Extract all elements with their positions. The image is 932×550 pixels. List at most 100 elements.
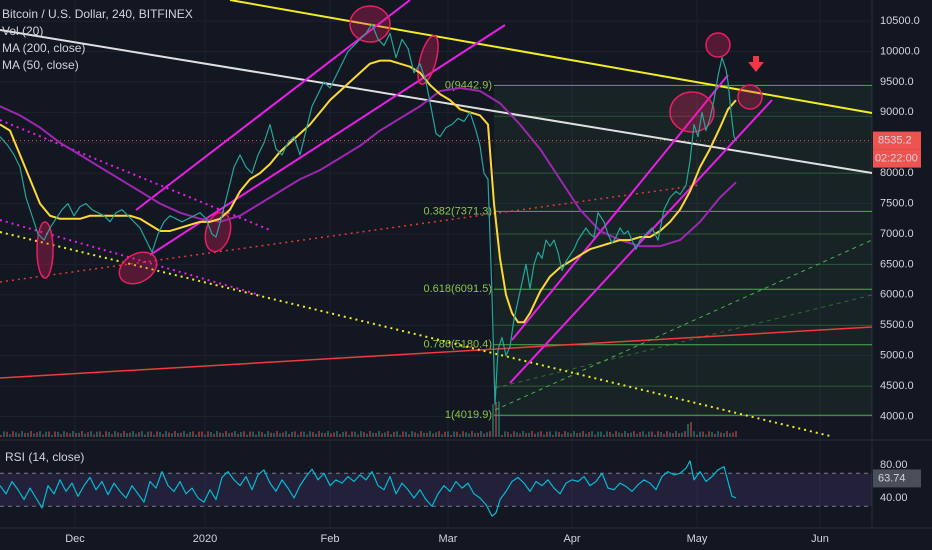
volume-bar <box>633 431 635 437</box>
volume-bar <box>681 432 683 437</box>
volume-bar <box>30 431 32 437</box>
yellow-resistance-trendline <box>229 0 873 114</box>
volume-bar <box>555 431 557 437</box>
symbol-title: Bitcoin / U.S. Dollar, 240, BITFINEX <box>2 7 193 21</box>
volume-bar <box>651 431 653 437</box>
volume-bar <box>78 432 80 437</box>
ma200-line <box>0 87 737 248</box>
volume-bar <box>618 432 620 437</box>
volume-bar <box>189 432 191 437</box>
volume-bar <box>315 433 317 437</box>
volume-bar <box>708 431 710 437</box>
volume-bar <box>477 432 479 437</box>
volume-bar <box>123 431 125 437</box>
volume-bar <box>219 432 221 437</box>
volume-bar <box>612 434 614 437</box>
volume-bar <box>129 432 131 437</box>
volume-bar <box>309 431 311 437</box>
volume-bar <box>99 431 101 437</box>
volume-bar <box>108 431 110 437</box>
volume-bar <box>414 432 416 437</box>
volume-bar <box>87 432 89 437</box>
volume-bar <box>672 433 674 437</box>
volume-bar <box>96 431 98 437</box>
volume-bar <box>363 432 365 437</box>
fib-level-label: 0.618(6091.5) <box>424 283 493 295</box>
volume-bar <box>279 433 281 437</box>
volume-bar <box>666 431 668 437</box>
volume-bar <box>42 434 44 437</box>
volume-bar <box>519 433 521 437</box>
channel-upper-left-inner <box>149 24 506 256</box>
volume-bar <box>144 434 146 437</box>
volume-bar <box>558 431 560 437</box>
volume-bar <box>330 433 332 437</box>
volume-indicator-label: Vol (20) <box>2 24 44 38</box>
volume-bar <box>24 432 26 437</box>
volume-bar <box>306 434 308 437</box>
volume-bar <box>411 431 413 437</box>
volume-bar <box>432 433 434 437</box>
volume-bar <box>324 433 326 437</box>
volume-bar <box>27 432 29 437</box>
volume-bar <box>648 431 650 437</box>
volume-bar <box>714 433 716 437</box>
volume-bar <box>450 434 452 437</box>
ma50-indicator-label: MA (50, close) <box>2 58 79 72</box>
volume-bar <box>183 431 185 437</box>
volume-bar <box>240 432 242 437</box>
volume-bar <box>174 431 176 437</box>
volume-bar <box>378 431 380 437</box>
fib-retracement-zone <box>494 85 872 416</box>
volume-bar <box>534 433 536 437</box>
volume-bar <box>552 434 554 437</box>
volume-bar <box>264 433 266 437</box>
chart-legend: Bitcoin / U.S. Dollar, 240, BITFINEX Vol… <box>2 6 193 74</box>
volume-bar <box>726 431 728 437</box>
rsi-axis-tick: 80.00 <box>880 459 908 471</box>
volume-bar <box>402 431 404 437</box>
price-axis-tick: 6000.0 <box>880 289 914 301</box>
volume-bar <box>171 433 173 437</box>
volume-bar <box>597 431 599 437</box>
volume-bar <box>510 434 512 437</box>
volume-bar <box>609 431 611 437</box>
volume-bar <box>588 432 590 437</box>
volume-bar <box>684 431 686 437</box>
volume-bar <box>339 434 341 437</box>
volume-bar <box>357 434 359 437</box>
volume-bar <box>111 434 113 437</box>
volume-bar <box>159 431 161 437</box>
volume-bar <box>297 434 299 437</box>
volume-bar <box>81 431 83 437</box>
volume-bar <box>420 431 422 437</box>
volume-bar <box>249 431 251 437</box>
volume-bar <box>495 401 497 437</box>
volume-bar <box>180 432 182 437</box>
volume-bar <box>492 404 494 437</box>
volume-bar <box>606 431 608 437</box>
volume-bar <box>117 432 119 437</box>
volume-bar <box>63 431 65 437</box>
price-axis-tick: 5500.0 <box>880 319 914 331</box>
volume-bar <box>300 431 302 437</box>
volume-bar <box>498 401 500 437</box>
volume-bar <box>585 433 587 437</box>
volume-bar <box>261 432 263 437</box>
volume-bar <box>573 431 575 437</box>
volume-bar <box>702 431 704 437</box>
volume-bar <box>360 431 362 437</box>
volume-bar <box>711 432 713 437</box>
volume-bar <box>354 431 356 437</box>
volume-bar <box>570 433 572 437</box>
highlight-ellipse <box>118 251 158 285</box>
volume-bar <box>384 432 386 437</box>
volume-bar <box>321 432 323 437</box>
highlight-ellipse <box>737 84 763 110</box>
volume-bar <box>273 433 275 437</box>
volume-bar <box>294 431 296 437</box>
rsi-axis-tick: 40.00 <box>880 492 908 504</box>
volume-bar <box>132 431 134 437</box>
volume-bar <box>603 434 605 437</box>
